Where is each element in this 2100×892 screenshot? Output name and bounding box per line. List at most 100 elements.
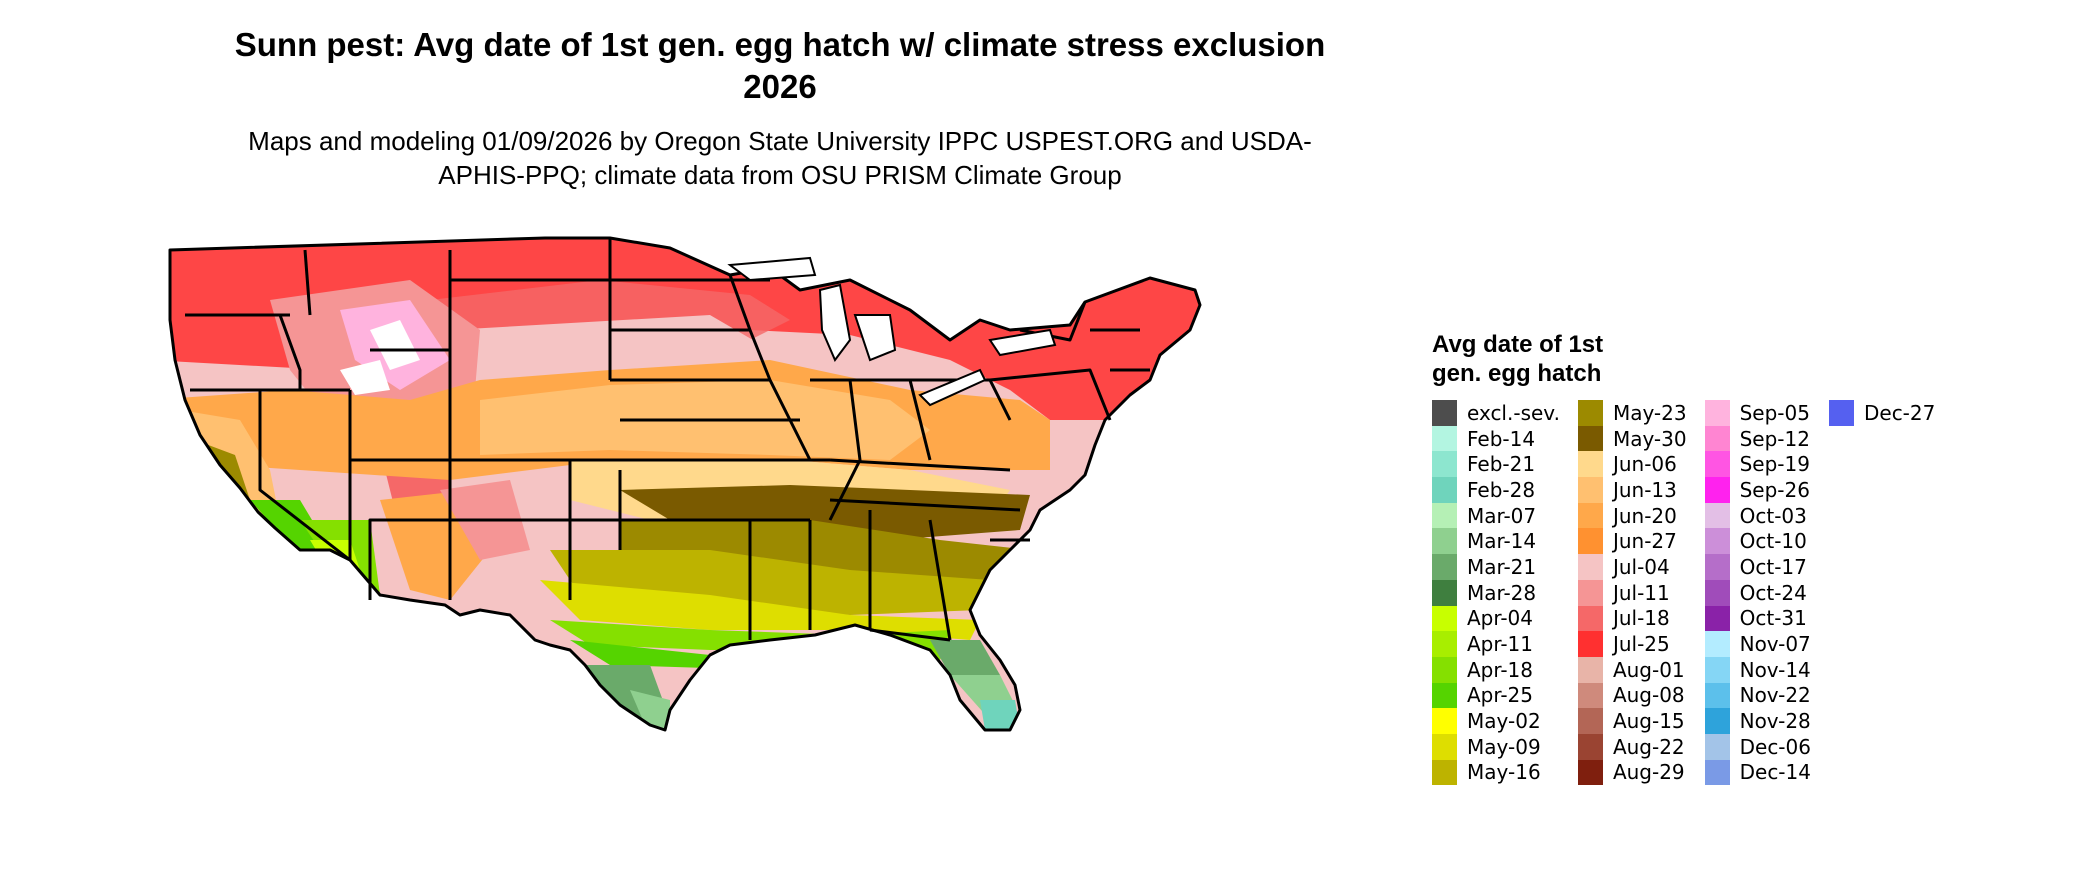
legend-swatch xyxy=(1577,656,1603,683)
legend-item: May-23 xyxy=(1577,400,1687,426)
legend-item: Jun-13 xyxy=(1577,477,1687,503)
legend-label: May-23 xyxy=(1612,400,1687,425)
legend-label: Nov-07 xyxy=(1739,632,1811,657)
legend-swatch xyxy=(1432,579,1457,606)
legend-label: Aug-29 xyxy=(1612,760,1685,785)
legend-item: Jun-27 xyxy=(1577,528,1687,555)
legend-label: Sep-26 xyxy=(1739,477,1810,502)
legend-item: May-30 xyxy=(1577,425,1687,452)
legend-swatch xyxy=(1432,759,1457,786)
legend-label: Jun-27 xyxy=(1612,529,1677,554)
map-subtitle: Maps and modeling 01/09/2026 by Oregon S… xyxy=(248,126,1312,190)
legend-swatch xyxy=(1432,425,1457,452)
legend-label: Nov-14 xyxy=(1739,657,1811,682)
legend-item: May-09 xyxy=(1432,733,1560,760)
legend-item: Oct-03 xyxy=(1704,502,1811,529)
legend-item: Dec-06 xyxy=(1704,733,1811,760)
legend-swatch xyxy=(1577,477,1603,503)
legend-swatch xyxy=(1577,605,1603,632)
legend-label: Jun-20 xyxy=(1612,503,1677,528)
legend-label: Mar-28 xyxy=(1467,580,1537,605)
legend-item: Aug-08 xyxy=(1577,682,1687,709)
legend-column: May-23 May-30 Jun-06 Jun-13 Jun-20 Jun-27 Jul-… xyxy=(1577,400,1687,786)
legend-item: Jul-25 xyxy=(1577,631,1687,657)
legend-item: Mar-28 xyxy=(1432,579,1560,606)
legend-swatch xyxy=(1432,502,1457,529)
legend-swatch xyxy=(1704,656,1730,683)
legend-label: Mar-14 xyxy=(1467,529,1537,554)
legend-label: Jul-11 xyxy=(1612,580,1670,605)
legend-swatch xyxy=(1577,631,1603,657)
legend-label: Oct-17 xyxy=(1739,554,1807,579)
legend-label: May-02 xyxy=(1467,709,1541,734)
legend-columns: excl.-sev. Feb-14 Feb-21 Feb-28 Mar-07 Mar-14… xyxy=(1432,400,1936,786)
legend-item: Feb-21 xyxy=(1432,451,1560,478)
legend-item: Nov-22 xyxy=(1704,682,1811,709)
legend-swatch xyxy=(1577,451,1603,478)
legend-swatch xyxy=(1577,502,1603,529)
legend-label: Oct-31 xyxy=(1739,606,1807,631)
legend-label: Dec-27 xyxy=(1863,400,1936,425)
legend-item: Jun-06 xyxy=(1577,451,1687,478)
legend-item: Jul-11 xyxy=(1577,579,1687,606)
legend-label: Jun-06 xyxy=(1612,452,1677,477)
legend-item: Oct-17 xyxy=(1704,554,1811,580)
legend-swatch xyxy=(1704,708,1730,734)
legend-swatch xyxy=(1577,733,1603,760)
legend-label: Jul-18 xyxy=(1612,606,1670,631)
legend-item: May-16 xyxy=(1432,759,1560,786)
legend-swatch xyxy=(1432,451,1457,478)
legend-item: Jul-18 xyxy=(1577,605,1687,632)
legend-label: Sep-05 xyxy=(1739,400,1810,425)
legend-swatch xyxy=(1704,477,1730,503)
legend-label: Aug-15 xyxy=(1612,709,1685,734)
legend-item: Apr-04 xyxy=(1432,605,1560,632)
legend-item: Aug-15 xyxy=(1577,708,1687,734)
legend-item: Nov-28 xyxy=(1704,708,1811,734)
legend-label: Oct-10 xyxy=(1739,529,1807,554)
legend-item: Oct-24 xyxy=(1704,579,1811,606)
legend-swatch xyxy=(1704,631,1730,657)
legend-label: Aug-08 xyxy=(1612,683,1685,708)
legend-label: Nov-22 xyxy=(1739,683,1811,708)
legend-swatch xyxy=(1704,425,1730,452)
legend-item: Dec-14 xyxy=(1704,759,1811,786)
legend-label: Jul-04 xyxy=(1612,554,1670,579)
map-title: Sunn pest: Avg date of 1st gen. egg hatc… xyxy=(234,26,1326,105)
legend-item: Sep-19 xyxy=(1704,451,1811,478)
legend-label: Jun-13 xyxy=(1612,477,1677,502)
legend-swatch xyxy=(1577,759,1603,786)
legend-swatch xyxy=(1432,528,1457,555)
legend-label: Aug-01 xyxy=(1612,657,1685,682)
legend-label: Aug-22 xyxy=(1612,734,1685,759)
legend-label: Oct-24 xyxy=(1739,580,1807,605)
legend-label: Dec-06 xyxy=(1739,734,1811,759)
legend-item: Mar-21 xyxy=(1432,554,1560,580)
legend-swatch xyxy=(1577,554,1603,580)
legend-swatch xyxy=(1704,605,1730,632)
legend-label: Apr-04 xyxy=(1467,606,1533,631)
legend-label: Feb-14 xyxy=(1467,426,1536,451)
legend-label: Sep-19 xyxy=(1739,452,1810,477)
legend-item: Apr-11 xyxy=(1432,631,1560,657)
legend-item: Sep-05 xyxy=(1704,400,1811,426)
legend-label: Apr-25 xyxy=(1467,683,1533,708)
us-phenology-map xyxy=(168,236,1202,732)
legend-swatch xyxy=(1704,502,1730,529)
legend-swatch xyxy=(1704,759,1730,786)
legend-item: Aug-01 xyxy=(1577,656,1687,683)
legend-item: Sep-26 xyxy=(1704,477,1811,503)
legend-swatch xyxy=(1432,477,1457,503)
legend-item: Oct-31 xyxy=(1704,605,1811,632)
legend-item: Dec-27 xyxy=(1828,400,1936,426)
legend-label: Apr-11 xyxy=(1467,632,1533,657)
legend-swatch xyxy=(1704,451,1730,478)
legend-item: Aug-22 xyxy=(1577,733,1687,760)
legend-label: Feb-28 xyxy=(1467,477,1536,502)
legend-label: Mar-21 xyxy=(1467,554,1537,579)
legend-column: Dec-27 xyxy=(1828,400,1936,785)
legend-label: excl.-sev. xyxy=(1467,400,1560,425)
legend-label: May-16 xyxy=(1467,760,1541,785)
legend-swatch xyxy=(1704,400,1730,426)
legend-swatch xyxy=(1704,682,1730,709)
